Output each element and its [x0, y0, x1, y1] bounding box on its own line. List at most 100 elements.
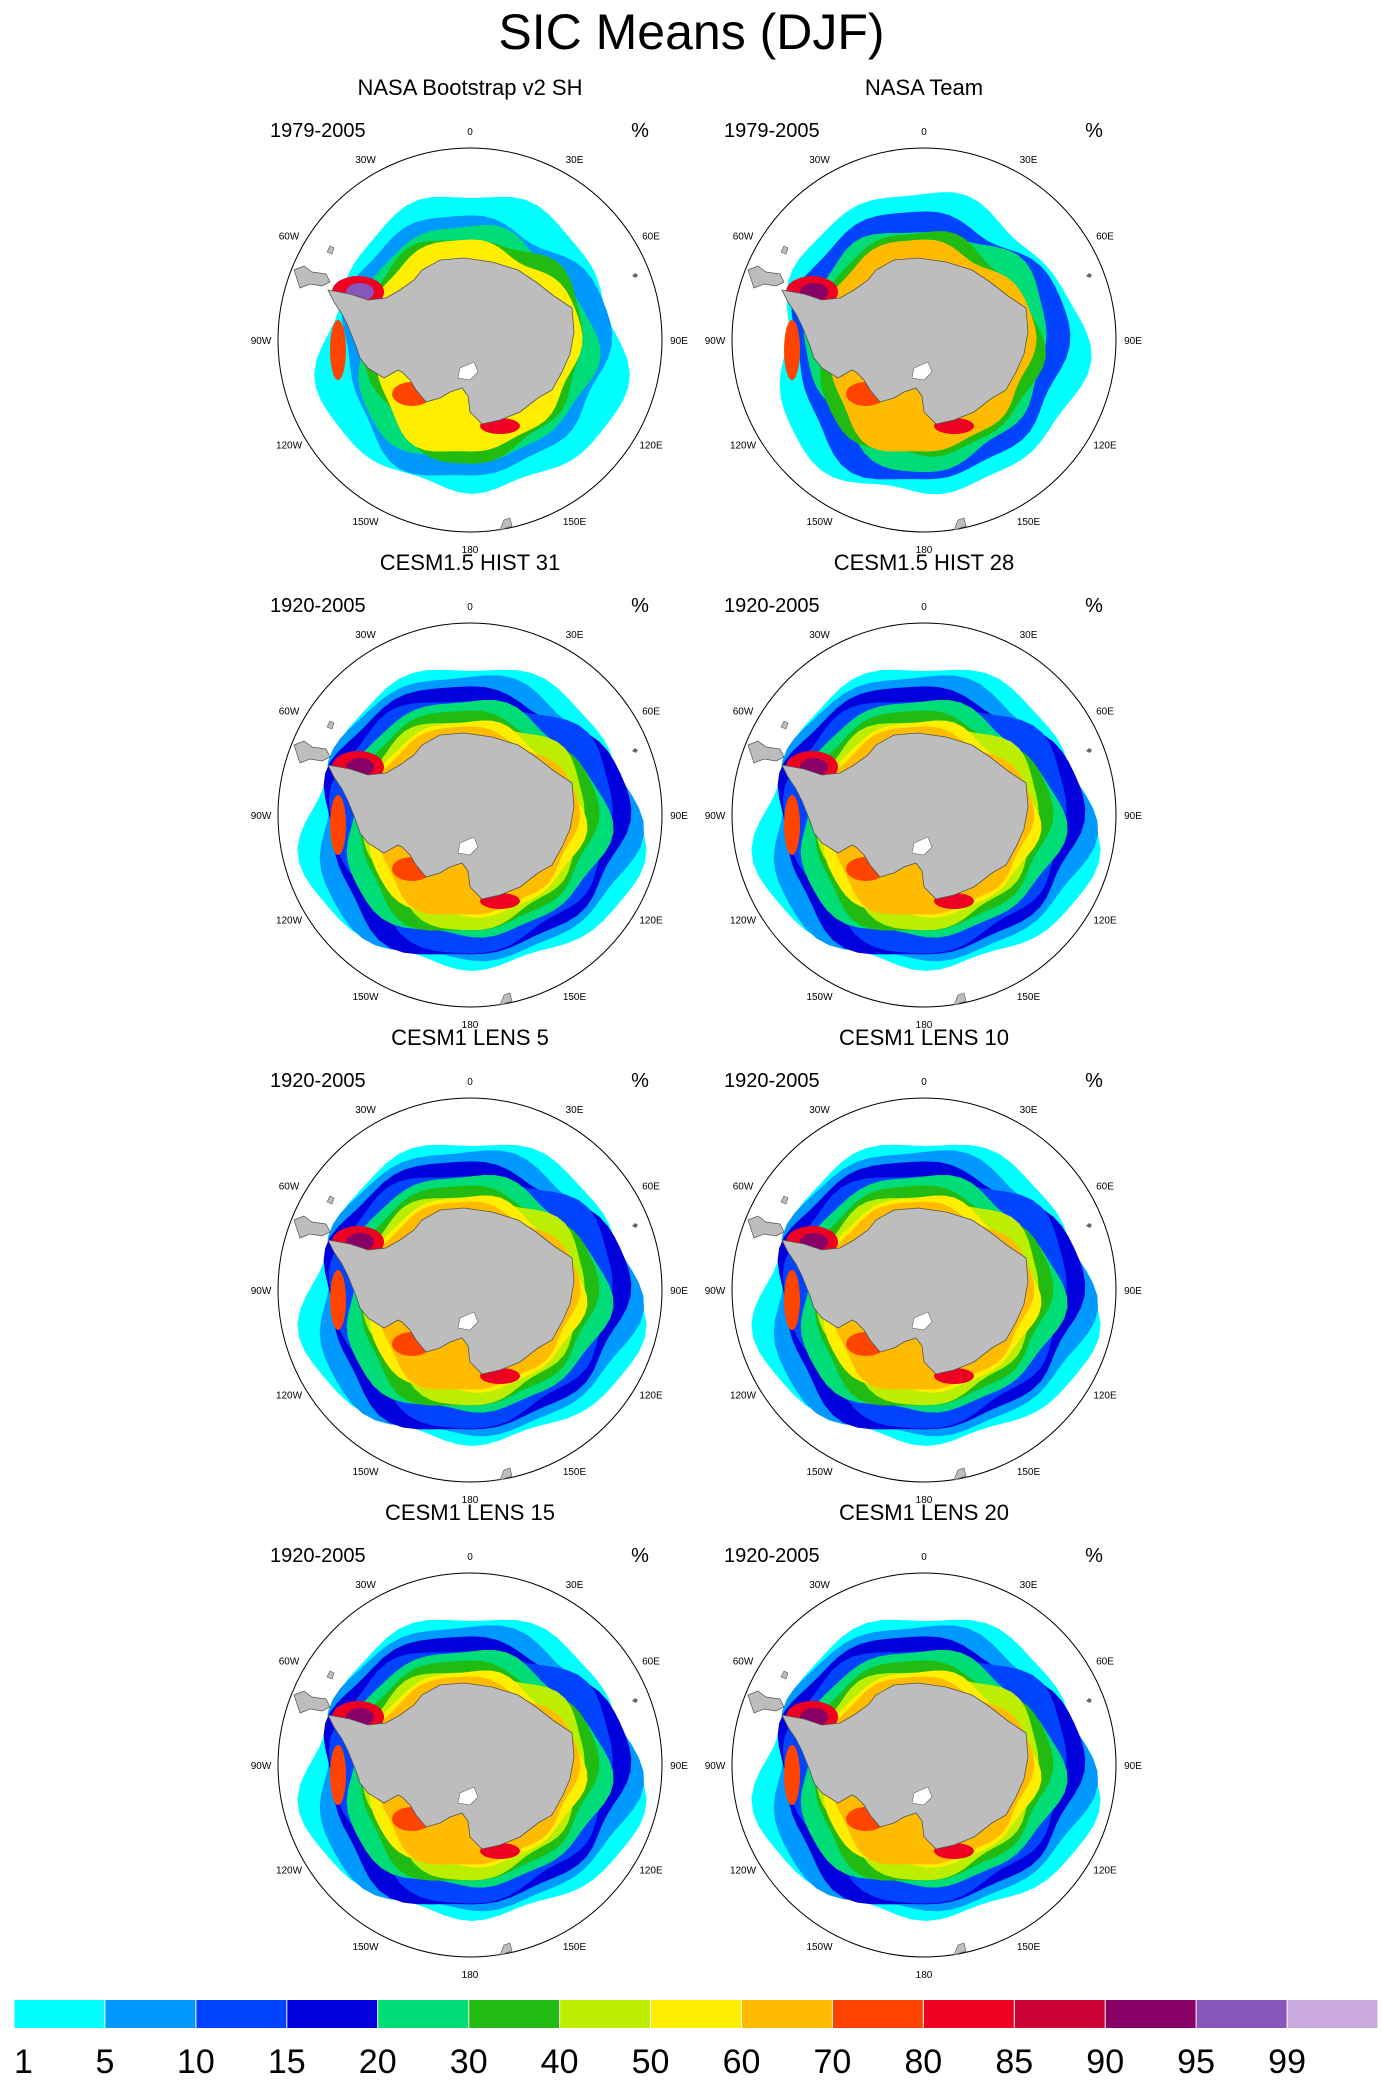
kerguelen-islands	[632, 273, 638, 278]
longitude-label: 0	[467, 1552, 473, 1563]
panel-units: %	[631, 120, 649, 142]
colorbar-swatch	[741, 2000, 833, 2028]
longitude-label: 30E	[1020, 1580, 1038, 1591]
map-panel: CESM1 LENS 10 1920-2005 % 0 30E 60E 90E 120E 150…	[705, 1025, 1143, 1506]
longitude-label: 150E	[1017, 1942, 1041, 1953]
longitude-label: 150E	[563, 992, 587, 1003]
longitude-label: 150E	[1017, 517, 1041, 528]
longitude-label: 120E	[1093, 1866, 1117, 1877]
longitude-label: 0	[921, 1552, 927, 1563]
colorbar-label: 90	[1086, 2043, 1124, 2081]
panel-title: CESM1 LENS 15	[385, 1500, 555, 1525]
longitude-label: 30W	[809, 155, 830, 166]
longitude-label: 150W	[352, 1467, 379, 1478]
longitude-label: 150W	[352, 1942, 379, 1953]
ross-ice-shelf	[457, 1786, 479, 1806]
colorbar-swatch	[650, 2000, 742, 2028]
longitude-label: 180	[916, 1020, 933, 1031]
longitude-label: 90E	[1124, 336, 1142, 347]
map-panel: CESM1.5 HIST 28 1920-2005 % 0 30E 60E 90E 120E 1…	[705, 550, 1143, 1031]
map-panel: CESM1 LENS 15 1920-2005 % 0 30E 60E 90E 120E 150…	[251, 1500, 689, 1981]
longitude-label: 30E	[1020, 1105, 1038, 1116]
panel-units: %	[631, 1545, 649, 1567]
longitude-label: 150W	[352, 992, 379, 1003]
panel-units: %	[1085, 120, 1103, 142]
longitude-label: 90E	[670, 1761, 688, 1772]
colorbar-swatch	[377, 2000, 470, 2028]
longitude-label: 0	[921, 127, 927, 138]
amundsen-sea-ice	[330, 1745, 346, 1805]
map-panel: CESM1 LENS 20 1920-2005 % 0 30E 60E 90E 120E 150…	[705, 1500, 1143, 1981]
longitude-label: 180	[462, 545, 479, 556]
longitude-label: 60W	[733, 1657, 754, 1668]
map-panel: CESM1 LENS 5 1920-2005 % 0 30E 60E 90E 120E 150E…	[251, 1025, 689, 1506]
panel-title: CESM1 LENS 20	[839, 1500, 1009, 1525]
panel-period: 1920-2005	[270, 1070, 366, 1092]
ross-ice-shelf	[911, 836, 933, 856]
colorbar-label: 20	[359, 2043, 397, 2081]
antarctica-landmass	[781, 257, 1029, 425]
longitude-label: 0	[467, 127, 473, 138]
colorbar-swatch	[286, 2000, 379, 2028]
colorbar-swatch	[1014, 2000, 1106, 2028]
longitude-label: 90E	[670, 336, 688, 347]
longitude-label: 90W	[705, 336, 726, 347]
longitude-label: 60E	[1096, 232, 1114, 243]
map-panel: NASA Bootstrap v2 SH 1979-2005 % 0 30E 60E 90E…	[251, 75, 689, 556]
panel-units: %	[1085, 595, 1103, 617]
longitude-label: 90W	[705, 1761, 726, 1772]
amundsen-sea-ice	[330, 795, 346, 855]
longitude-label: 120E	[1093, 1391, 1117, 1402]
new-zealand-tip	[499, 1942, 513, 1956]
longitude-label: 30W	[355, 155, 376, 166]
colorbar-swatch	[195, 2000, 288, 2028]
longitude-label: 60E	[1096, 707, 1114, 718]
new-zealand-tip	[499, 992, 513, 1006]
panel-period: 1979-2005	[270, 120, 366, 142]
longitude-label: 150W	[806, 517, 833, 528]
colorbar-swatch	[559, 2000, 651, 2028]
longitude-label: 90E	[670, 1286, 688, 1297]
panel-units: %	[1085, 1545, 1103, 1567]
kerguelen-islands	[632, 748, 638, 753]
south-america-tip	[747, 1215, 785, 1239]
longitude-label: 120E	[1093, 441, 1117, 452]
longitude-label: 90E	[670, 811, 688, 822]
antarctica-landmass	[327, 1207, 575, 1375]
panel-units: %	[631, 1070, 649, 1092]
longitude-label: 150E	[563, 1467, 587, 1478]
panel-units: %	[1085, 1070, 1103, 1092]
longitude-label: 90E	[1124, 1286, 1142, 1297]
longitude-label: 150E	[1017, 992, 1041, 1003]
antarctica-landmass	[327, 1682, 575, 1850]
antarctica-landmass	[327, 257, 575, 425]
new-zealand-tip	[953, 992, 967, 1006]
longitude-label: 90W	[705, 811, 726, 822]
longitude-label: 30W	[355, 1580, 376, 1591]
longitude-label: 30W	[355, 1105, 376, 1116]
colorbar-label: 95	[1177, 2043, 1215, 2081]
longitude-label: 60W	[279, 707, 300, 718]
kerguelen-islands	[632, 1698, 638, 1703]
longitude-label: 150E	[563, 517, 587, 528]
longitude-label: 60W	[279, 1657, 300, 1668]
falkland-islands	[780, 1670, 789, 1680]
south-america-tip	[293, 1215, 331, 1239]
colorbar-label: 5	[95, 2043, 114, 2081]
longitude-label: 60W	[733, 232, 754, 243]
new-zealand-tip	[953, 1467, 967, 1481]
longitude-label: 180	[462, 1970, 479, 1981]
south-america-tip	[293, 1690, 331, 1714]
longitude-label: 90W	[251, 336, 272, 347]
longitude-label: 30E	[566, 1105, 584, 1116]
falkland-islands	[780, 1195, 789, 1205]
south-america-tip	[747, 1690, 785, 1714]
longitude-label: 150W	[806, 1942, 833, 1953]
new-zealand-tip	[499, 517, 513, 531]
panel-units: %	[631, 595, 649, 617]
panel-title: CESM1 LENS 10	[839, 1025, 1009, 1050]
ross-ice-shelf	[457, 1311, 479, 1331]
longitude-label: 180	[916, 1495, 933, 1506]
south-america-tip	[293, 740, 331, 764]
panel-period: 1920-2005	[724, 595, 820, 617]
